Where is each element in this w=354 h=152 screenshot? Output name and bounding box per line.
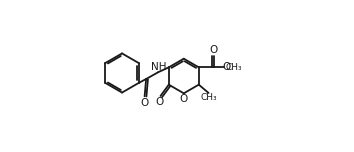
Text: O: O <box>179 94 188 104</box>
Text: O: O <box>222 62 230 72</box>
Text: CH₃: CH₃ <box>225 63 242 72</box>
Text: CH₃: CH₃ <box>201 93 217 102</box>
Text: O: O <box>156 97 164 107</box>
Text: NH: NH <box>151 62 166 71</box>
Text: O: O <box>141 98 149 108</box>
Text: O: O <box>210 45 218 55</box>
